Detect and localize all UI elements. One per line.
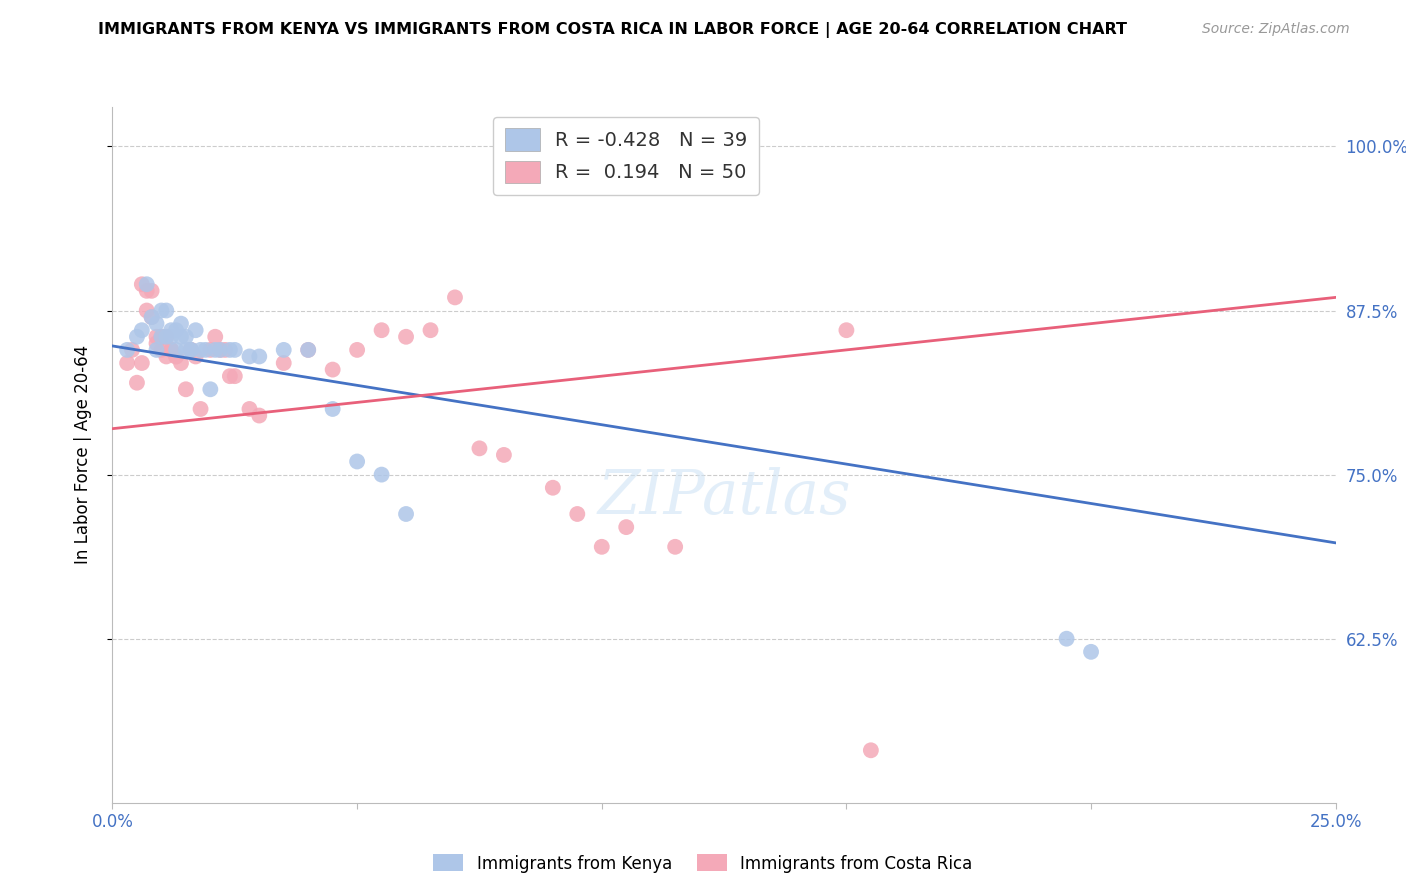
Point	[419, 323, 441, 337]
Point	[468, 442, 491, 456]
Point	[209, 343, 232, 357]
Point	[273, 356, 295, 370]
Point	[145, 336, 167, 351]
Point	[131, 356, 153, 370]
Point	[125, 330, 148, 344]
Point	[174, 343, 197, 357]
Point	[165, 343, 187, 357]
Point	[297, 343, 319, 357]
Point	[180, 343, 202, 357]
Point	[165, 323, 187, 337]
Point	[115, 343, 138, 357]
Point	[150, 343, 173, 357]
Point	[664, 540, 686, 554]
Point	[165, 350, 187, 364]
Point	[224, 369, 246, 384]
Point	[155, 303, 177, 318]
Legend: R = -0.428   N = 39, R =  0.194   N = 50: R = -0.428 N = 39, R = 0.194 N = 50	[494, 117, 759, 194]
Point	[135, 277, 157, 292]
Y-axis label: In Labor Force | Age 20-64: In Labor Force | Age 20-64	[73, 345, 91, 565]
Point	[444, 290, 467, 304]
Point	[121, 343, 143, 357]
Point	[567, 507, 589, 521]
Point	[204, 343, 226, 357]
Point	[194, 343, 217, 357]
Point	[190, 401, 212, 416]
Point	[150, 303, 173, 318]
Point	[395, 330, 418, 344]
Point	[160, 323, 183, 337]
Point	[150, 330, 173, 344]
Point	[155, 330, 177, 344]
Point	[492, 448, 515, 462]
Point	[141, 310, 163, 324]
Point	[174, 330, 197, 344]
Point	[180, 343, 202, 357]
Point	[200, 343, 222, 357]
Point	[346, 343, 368, 357]
Point	[145, 317, 167, 331]
Point	[170, 317, 193, 331]
Point	[219, 369, 242, 384]
Text: ZIPatlas: ZIPatlas	[598, 467, 851, 526]
Point	[155, 350, 177, 364]
Point	[160, 343, 183, 357]
Point	[135, 284, 157, 298]
Point	[273, 343, 295, 357]
Point	[165, 350, 187, 364]
Point	[131, 323, 153, 337]
Text: Source: ZipAtlas.com: Source: ZipAtlas.com	[1202, 22, 1350, 37]
Point	[214, 343, 236, 357]
Point	[219, 343, 242, 357]
Point	[155, 330, 177, 344]
Point	[370, 467, 392, 482]
Point	[160, 343, 183, 357]
Point	[835, 323, 858, 337]
Point	[141, 284, 163, 298]
Point	[395, 507, 418, 521]
Point	[238, 401, 260, 416]
Point	[174, 382, 197, 396]
Point	[322, 362, 344, 376]
Point	[591, 540, 613, 554]
Point	[224, 343, 246, 357]
Point	[160, 330, 183, 344]
Point	[859, 743, 882, 757]
Point	[1056, 632, 1078, 646]
Text: IMMIGRANTS FROM KENYA VS IMMIGRANTS FROM COSTA RICA IN LABOR FORCE | AGE 20-64 C: IMMIGRANTS FROM KENYA VS IMMIGRANTS FROM…	[98, 22, 1128, 38]
Point	[190, 343, 212, 357]
Point	[247, 350, 270, 364]
Point	[170, 330, 193, 344]
Point	[297, 343, 319, 357]
Point	[200, 382, 222, 396]
Point	[150, 330, 173, 344]
Point	[145, 343, 167, 357]
Point	[1080, 645, 1102, 659]
Point	[115, 356, 138, 370]
Point	[370, 323, 392, 337]
Legend: Immigrants from Kenya, Immigrants from Costa Rica: Immigrants from Kenya, Immigrants from C…	[427, 847, 979, 880]
Point	[184, 323, 207, 337]
Point	[135, 303, 157, 318]
Point	[125, 376, 148, 390]
Point	[131, 277, 153, 292]
Point	[145, 330, 167, 344]
Point	[614, 520, 637, 534]
Point	[247, 409, 270, 423]
Point	[209, 343, 232, 357]
Point	[204, 330, 226, 344]
Point	[170, 356, 193, 370]
Point	[322, 401, 344, 416]
Point	[180, 343, 202, 357]
Point	[180, 343, 202, 357]
Point	[184, 350, 207, 364]
Point	[141, 310, 163, 324]
Point	[238, 350, 260, 364]
Point	[541, 481, 564, 495]
Point	[346, 454, 368, 468]
